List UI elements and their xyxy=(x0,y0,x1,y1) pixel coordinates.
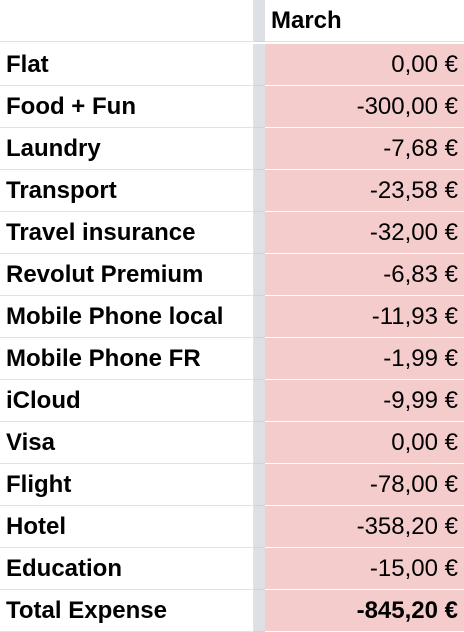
row-label-cell[interactable]: Revolut Premium xyxy=(0,254,254,296)
row-value-cell[interactable]: 0,00 € xyxy=(265,422,464,464)
total-label-cell[interactable]: Total Expense xyxy=(0,590,254,632)
row-label-cell[interactable]: Transport xyxy=(0,170,254,212)
table-row: Flat 0,00 € xyxy=(0,44,464,86)
row-label-cell[interactable]: Hotel xyxy=(0,506,254,548)
row-label-cell[interactable]: Mobile Phone FR xyxy=(0,338,254,380)
frozen-column-divider[interactable] xyxy=(254,338,265,380)
frozen-column-divider[interactable] xyxy=(254,590,265,632)
row-label-cell[interactable]: Education xyxy=(0,548,254,590)
table-row: Revolut Premium -6,83 € xyxy=(0,254,464,296)
table-row: Food + Fun -300,00 € xyxy=(0,86,464,128)
row-value-cell[interactable]: -23,58 € xyxy=(265,170,464,212)
frozen-column-divider[interactable] xyxy=(254,506,265,548)
frozen-column-divider[interactable] xyxy=(254,296,265,338)
row-value-cell[interactable]: -358,20 € xyxy=(265,506,464,548)
row-value-cell[interactable]: -6,83 € xyxy=(265,254,464,296)
row-label-cell[interactable]: Visa xyxy=(0,422,254,464)
row-value-cell[interactable]: -1,99 € xyxy=(265,338,464,380)
row-value-cell[interactable]: -7,68 € xyxy=(265,128,464,170)
frozen-column-divider[interactable] xyxy=(254,422,265,464)
row-value-cell[interactable]: -11,93 € xyxy=(265,296,464,338)
table-row: Mobile Phone local -11,93 € xyxy=(0,296,464,338)
table-row: Hotel -358,20 € xyxy=(0,506,464,548)
row-label-cell[interactable]: Flat xyxy=(0,44,254,86)
row-label-cell[interactable]: iCloud xyxy=(0,380,254,422)
row-value-cell[interactable]: -300,00 € xyxy=(265,86,464,128)
table-row: Mobile Phone FR -1,99 € xyxy=(0,338,464,380)
row-label-cell[interactable]: Laundry xyxy=(0,128,254,170)
row-value-cell[interactable]: -9,99 € xyxy=(265,380,464,422)
header-label-cell[interactable] xyxy=(0,0,254,42)
table-row: Transport -23,58 € xyxy=(0,170,464,212)
row-label-cell[interactable]: Travel insurance xyxy=(0,212,254,254)
frozen-column-divider[interactable] xyxy=(254,128,265,170)
row-value-cell[interactable]: 0,00 € xyxy=(265,44,464,86)
table-row: Travel insurance -32,00 € xyxy=(0,212,464,254)
header-row: March xyxy=(0,0,464,42)
row-value-cell[interactable]: -78,00 € xyxy=(265,464,464,506)
frozen-column-divider[interactable] xyxy=(254,464,265,506)
table-row: Laundry -7,68 € xyxy=(0,128,464,170)
frozen-column-divider[interactable] xyxy=(254,0,265,42)
row-label-cell[interactable]: Mobile Phone local xyxy=(0,296,254,338)
total-row: Total Expense -845,20 € xyxy=(0,590,464,632)
frozen-column-divider[interactable] xyxy=(254,44,265,86)
row-label-cell[interactable]: Food + Fun xyxy=(0,86,254,128)
frozen-column-divider[interactable] xyxy=(254,86,265,128)
frozen-column-divider[interactable] xyxy=(254,380,265,422)
row-value-cell[interactable]: -15,00 € xyxy=(265,548,464,590)
total-value-cell[interactable]: -845,20 € xyxy=(265,590,464,632)
frozen-column-divider[interactable] xyxy=(254,548,265,590)
header-march-cell[interactable]: March xyxy=(265,0,464,42)
table-row: Education -15,00 € xyxy=(0,548,464,590)
table-row: Visa 0,00 € xyxy=(0,422,464,464)
frozen-column-divider[interactable] xyxy=(254,254,265,296)
frozen-column-divider[interactable] xyxy=(254,170,265,212)
table-row: Flight -78,00 € xyxy=(0,464,464,506)
row-label-cell[interactable]: Flight xyxy=(0,464,254,506)
table-row: iCloud -9,99 € xyxy=(0,380,464,422)
row-value-cell[interactable]: -32,00 € xyxy=(265,212,464,254)
frozen-column-divider[interactable] xyxy=(254,212,265,254)
